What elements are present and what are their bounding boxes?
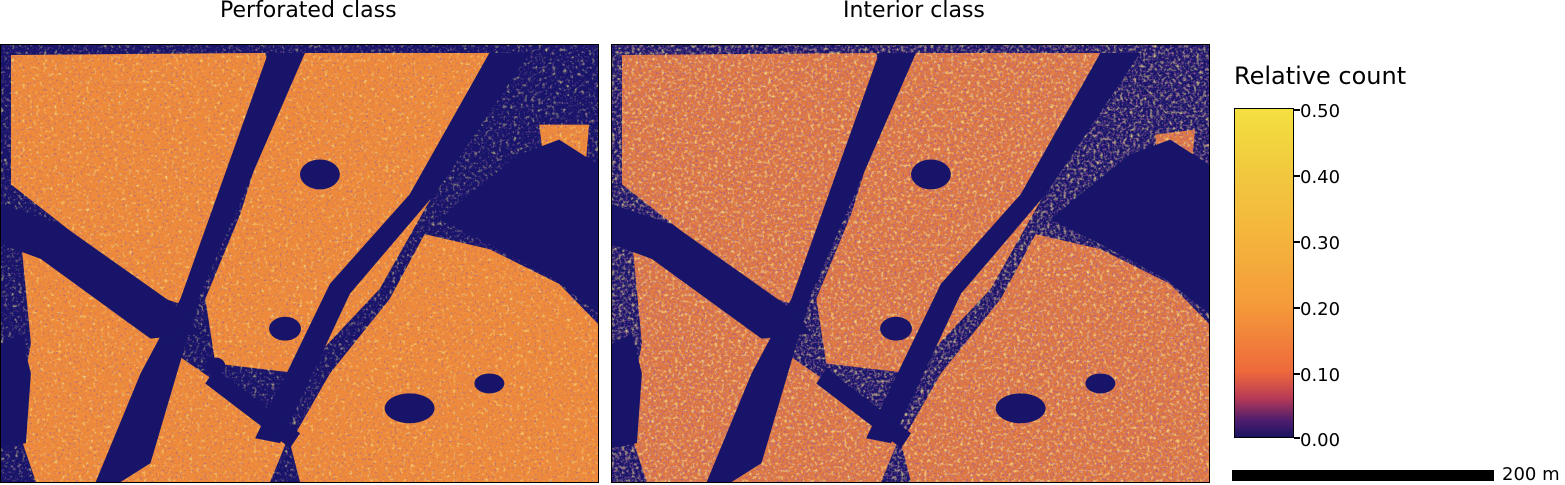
roads [1, 52, 598, 482]
tick-mark-010 [1294, 373, 1300, 375]
map-perforated-canvas [1, 45, 598, 482]
tick-mark-040 [1294, 175, 1300, 177]
tick-mark-050 [1294, 109, 1300, 111]
map-interior-canvas [612, 45, 1209, 482]
tick-label-020: 0.20 [1300, 299, 1341, 320]
tick-mark-020 [1294, 307, 1300, 309]
tick-mark-030 [1294, 241, 1300, 243]
map-interior [611, 44, 1210, 483]
panel-title-interior: Interior class [843, 0, 985, 23]
scale-bar-label: 200 m [1502, 464, 1560, 485]
tick-mark-000 [1294, 437, 1300, 439]
scale-bar [1232, 470, 1494, 481]
tick-label-040: 0.40 [1300, 167, 1341, 188]
tick-label-030: 0.30 [1300, 233, 1341, 254]
map-perforated [0, 44, 599, 483]
colorbar [1234, 108, 1294, 438]
tick-label-050: 0.50 [1300, 101, 1341, 122]
legend-title: Relative count [1234, 62, 1407, 90]
panel-title-perforated: Perforated class [220, 0, 397, 23]
roads-interior [612, 52, 1209, 482]
tick-label-000: 0.00 [1300, 430, 1341, 451]
tick-label-010: 0.10 [1300, 365, 1341, 386]
